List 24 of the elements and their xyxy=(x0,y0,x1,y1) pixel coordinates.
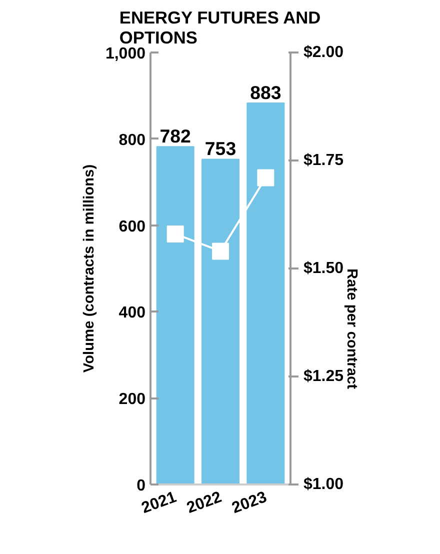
y-tick-label: 0 xyxy=(136,478,146,494)
y2-tick-label: $2.00 xyxy=(304,44,344,61)
point xyxy=(212,242,229,260)
y-tick-label: 800 xyxy=(118,132,146,149)
point xyxy=(257,169,274,186)
y-axis-title: Volume (contracts in millions) xyxy=(81,164,98,373)
point xyxy=(166,225,184,242)
y-tick-label: 200 xyxy=(118,391,146,408)
data-label: 782 xyxy=(160,126,191,147)
x-tick-label: 2022 xyxy=(184,488,224,518)
y2-tick-label: $1.75 xyxy=(304,152,344,169)
y2-tick-label: $1.50 xyxy=(304,260,344,277)
bar xyxy=(201,158,240,484)
y2-axis-title: Rate per contract xyxy=(344,268,360,390)
data-label: 753 xyxy=(204,138,236,160)
y-tick-label: 400 xyxy=(118,304,146,322)
x-tick-label: 2023 xyxy=(230,488,270,518)
data-label: 883 xyxy=(250,82,282,104)
y-tick-label: 1,000 xyxy=(105,46,146,62)
y2-tick-label: $1.00 xyxy=(304,476,344,493)
y2-tick-label: $1.25 xyxy=(304,368,344,385)
bar xyxy=(156,146,194,484)
bar xyxy=(246,102,285,484)
y-tick-label: 600 xyxy=(118,218,146,236)
